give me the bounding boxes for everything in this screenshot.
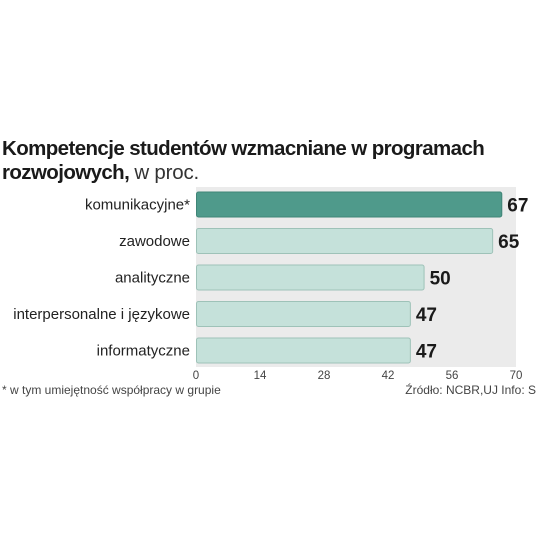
value-label-4: 47	[416, 305, 437, 326]
category-label-1: komunikacyjne*	[85, 197, 190, 214]
x-tick-label-14: 14	[254, 370, 267, 382]
category-label-4: interpersonalne i językowe	[13, 306, 190, 323]
bar-3	[196, 264, 425, 291]
value-label-5: 47	[416, 342, 437, 363]
x-axis-ticks: 0 14 28 42 56 70	[193, 370, 523, 382]
chart-title-text: Kompetencje studentów wzmacniane w progr…	[2, 137, 485, 184]
chart-title-unit: w proc.	[134, 161, 199, 184]
source-credit: Źródło: NCBR,UJ Info: S	[405, 382, 536, 397]
category-label-2: zawodowe	[119, 233, 190, 250]
value-label-3: 50	[430, 269, 451, 290]
x-tick-label-56: 56	[446, 370, 459, 382]
x-tick-label-42: 42	[382, 370, 395, 382]
category-label-3: analityczne	[115, 270, 190, 287]
bar-1	[196, 191, 503, 218]
category-label-5: informatyczne	[97, 343, 190, 360]
footnote: * w tym umiejętność współpracy w grupie	[2, 383, 221, 397]
value-label-2: 65	[498, 232, 520, 253]
bar-4	[196, 301, 411, 327]
x-tick-label-70: 70	[510, 370, 523, 382]
bar-5	[196, 337, 411, 364]
x-tick-label-28: 28	[318, 370, 331, 382]
chart-title: Kompetencje studentów wzmacniane w progr…	[2, 137, 532, 185]
bars-group: komunikacyjne* 67 zawodowe 65 analityczne 50 i…	[13, 191, 528, 364]
bar-2	[196, 228, 494, 254]
value-label-1: 67	[507, 196, 528, 217]
x-tick-label-0: 0	[193, 370, 199, 382]
